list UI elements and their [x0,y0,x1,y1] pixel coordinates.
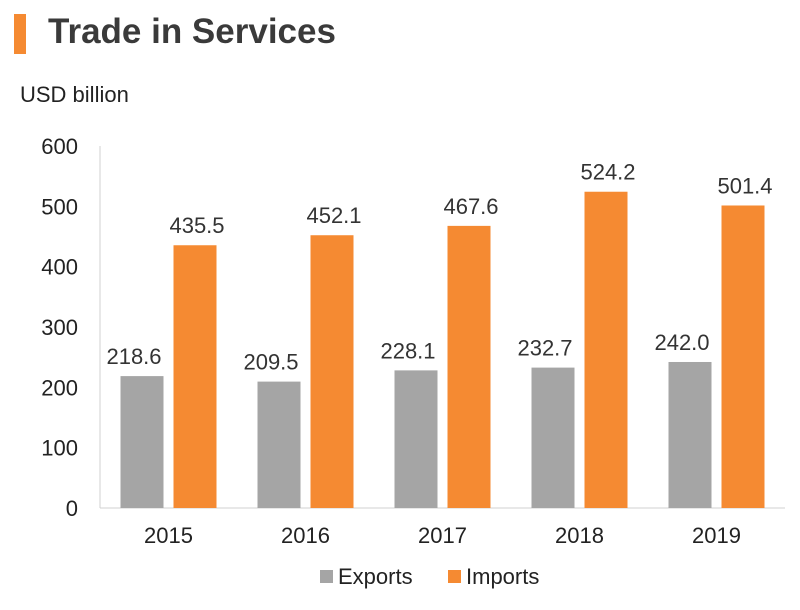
data-label-exports-2017: 228.1 [380,338,435,363]
data-label-imports-2017: 467.6 [443,194,498,219]
legend-swatch-imports [448,570,461,583]
y-tick-label: 200 [41,375,78,400]
bar-exports-2015 [120,376,164,508]
bar-exports-2018 [531,367,575,508]
y-tick-label: 400 [41,255,78,280]
x-tick-label: 2017 [418,523,467,548]
bar-exports-2019 [668,361,712,508]
y-tick-label: 300 [41,315,78,340]
x-tick-label: 2018 [555,523,604,548]
data-label-imports-2018: 524.2 [580,160,635,185]
title-marker [14,14,26,54]
bar-imports-2017 [447,225,491,508]
data-label-imports-2019: 501.4 [717,173,772,198]
data-label-exports-2019: 242.0 [654,330,709,355]
x-tick-label: 2019 [692,523,741,548]
bar-exports-2016 [257,381,301,508]
y-tick-label: 600 [41,134,78,159]
y-tick-label: 500 [41,194,78,219]
data-label-exports-2018: 232.7 [517,336,572,361]
legend: Exports Imports [320,564,539,589]
bar-imports-2019 [721,205,765,509]
data-label-imports-2016: 452.1 [306,203,361,228]
x-tick-label: 2015 [144,523,193,548]
bar-exports-2017 [394,370,438,508]
bars [120,191,765,509]
data-label-exports-2016: 209.5 [243,350,298,375]
data-labels: 218.6 435.5 209.5 452.1 228.1 467.6 232.7 524.2… [106,160,772,375]
bar-imports-2016 [310,235,354,508]
bar-imports-2015 [173,245,217,508]
data-label-exports-2015: 218.6 [106,344,161,369]
data-label-imports-2015: 435.5 [169,213,224,238]
legend-swatch-exports [320,570,333,583]
y-tick-label: 0 [66,496,78,521]
bar-imports-2018 [584,191,628,508]
y-tick-label: 100 [41,436,78,461]
legend-label-exports: Exports [338,564,413,589]
axes: 0 100 200 300 400 500 600 2015 2016 2017 2018 2019 [41,134,785,548]
chart-title: Trade in Services [48,12,336,51]
x-tick-label: 2016 [281,523,330,548]
y-axis-label: USD billion [20,82,129,107]
legend-label-imports: Imports [466,564,539,589]
